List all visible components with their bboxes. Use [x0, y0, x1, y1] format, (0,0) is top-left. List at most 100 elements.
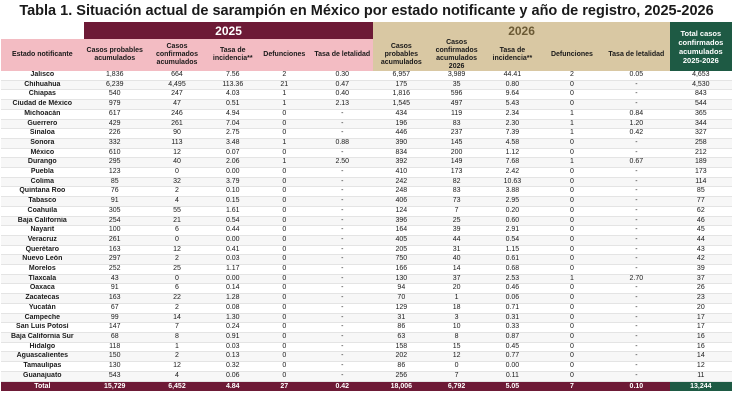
- state-name: Michoacán: [1, 109, 84, 120]
- table-cell: 617: [83, 109, 146, 120]
- table-cell: 0.31: [483, 313, 541, 324]
- table-cell: 261: [145, 119, 209, 130]
- table-cell: 2: [145, 351, 209, 363]
- table-cell: 0.06: [483, 293, 541, 304]
- table-cell: -: [311, 177, 374, 188]
- table-cell: 130: [83, 361, 146, 372]
- total-cell: 77: [669, 196, 732, 207]
- table-cell: 2: [145, 254, 209, 266]
- table-row: Nayarit 100 6 0.44 0-164 39 2.91 0-45: [1, 225, 732, 236]
- table-cell: 0: [540, 332, 604, 343]
- table-cell: 31: [429, 245, 484, 256]
- table-cell: -: [603, 245, 670, 256]
- table-row: Puebla 123 0 0.00 0-410 173 2.42 0-173: [1, 167, 732, 178]
- table-cell: 91: [83, 283, 146, 295]
- table-cell: -: [603, 186, 670, 198]
- table-cell: 130: [373, 274, 430, 285]
- table-cell: 63: [373, 332, 430, 343]
- table-cell: 158: [373, 342, 430, 353]
- table-cell: 0: [540, 138, 604, 149]
- table-cell: -: [311, 119, 374, 130]
- table-cell: 14: [145, 313, 209, 324]
- measles-table: 2025 2026 Total casos confirmados acumul…: [1, 22, 732, 391]
- table-cell: 113: [145, 138, 209, 149]
- table-cell: 392: [373, 157, 430, 169]
- table-cell: 664: [145, 71, 209, 81]
- total-cell: 37: [669, 274, 732, 285]
- table-cell: 21: [257, 80, 312, 91]
- table-cell: -: [311, 303, 374, 314]
- table-row: Hidalgo 118 1 0.03 0-158 15 0.45 0-16: [1, 342, 732, 353]
- table-cell: 68: [83, 332, 146, 343]
- total-cell: 16: [669, 332, 732, 343]
- table-cell: 4: [145, 371, 209, 382]
- table-cell: -: [603, 361, 670, 372]
- table-cell: 0.15: [208, 196, 258, 207]
- total-cell: 12: [669, 361, 732, 372]
- table-cell: 2.06: [208, 157, 258, 169]
- table-cell: 6,957: [373, 71, 430, 81]
- table-cell: 12: [145, 148, 209, 159]
- table-cell: 0: [257, 167, 312, 178]
- table-cell: 0: [257, 225, 312, 236]
- table-cell: 1.17: [208, 264, 258, 275]
- table-cell: 12: [429, 351, 484, 363]
- table-cell: 8: [429, 332, 484, 343]
- state-name: Tamaulipas: [1, 361, 84, 372]
- table-cell: 6,239: [83, 80, 146, 91]
- table-cell: 12: [145, 361, 209, 372]
- table-row: Sinaloa 226 90 2.75 0-446 237 7.39 1 0.42 327: [1, 128, 732, 139]
- table-cell: 25: [429, 216, 484, 227]
- table-cell: 7.39: [483, 128, 541, 139]
- table-cell: 0: [540, 371, 604, 382]
- table-cell: 332: [83, 138, 146, 149]
- total-value: 6,452: [145, 381, 209, 391]
- table-cell: 226: [83, 128, 146, 139]
- table-cell: 40: [145, 157, 209, 169]
- total-cell: 365: [669, 109, 732, 120]
- state-name: Oaxaca: [1, 283, 84, 295]
- table-cell: 0.61: [483, 254, 541, 266]
- table-cell: 6: [145, 225, 209, 236]
- year-2025-header: 2025: [83, 22, 374, 39]
- state-name: Nuevo León: [1, 254, 84, 266]
- table-cell: 7.56: [208, 71, 258, 81]
- table-cell: 0: [540, 235, 604, 246]
- table-cell: 4.94: [208, 109, 258, 120]
- table-cell: 129: [373, 303, 430, 314]
- table-cell: 261: [83, 235, 146, 246]
- table-cell: 2: [145, 186, 209, 198]
- table-cell: -: [603, 177, 670, 188]
- table-cell: 0: [257, 128, 312, 139]
- table-cell: 149: [429, 157, 484, 169]
- table-cell: 0: [540, 196, 604, 207]
- table-cell: 0: [540, 186, 604, 198]
- table-cell: 8: [145, 332, 209, 343]
- state-name: Campeche: [1, 313, 84, 324]
- total-value: 0.10: [603, 381, 670, 391]
- table-cell: 4.03: [208, 89, 258, 101]
- table-cell: 3.48: [208, 138, 258, 149]
- table-cell: 0: [257, 293, 312, 304]
- table-cell: 2.34: [483, 109, 541, 120]
- total-cell: 344: [669, 119, 732, 130]
- table-cell: 200: [429, 148, 484, 159]
- table-cell: 164: [373, 225, 430, 236]
- table-cell: 175: [373, 80, 430, 91]
- total-value: 18,006: [373, 381, 430, 391]
- table-cell: -: [603, 303, 670, 314]
- table-cell: 0.10: [208, 186, 258, 198]
- total-value: 5.05: [483, 381, 541, 391]
- table-cell: -: [311, 293, 374, 304]
- table-cell: 1: [257, 157, 312, 169]
- table-cell: 0: [257, 351, 312, 363]
- table-cell: 0: [257, 109, 312, 120]
- table-cell: 25: [145, 264, 209, 275]
- state-name: Baja California Sur: [1, 332, 84, 343]
- table-cell: 10.63: [483, 177, 541, 188]
- table-cell: -: [311, 283, 374, 295]
- table-row: México 610 12 0.07 0-834 200 1.12 0-212: [1, 148, 732, 159]
- state-name: Veracruz: [1, 235, 84, 246]
- total-value: 7: [540, 381, 604, 391]
- table-cell: 1.12: [483, 148, 541, 159]
